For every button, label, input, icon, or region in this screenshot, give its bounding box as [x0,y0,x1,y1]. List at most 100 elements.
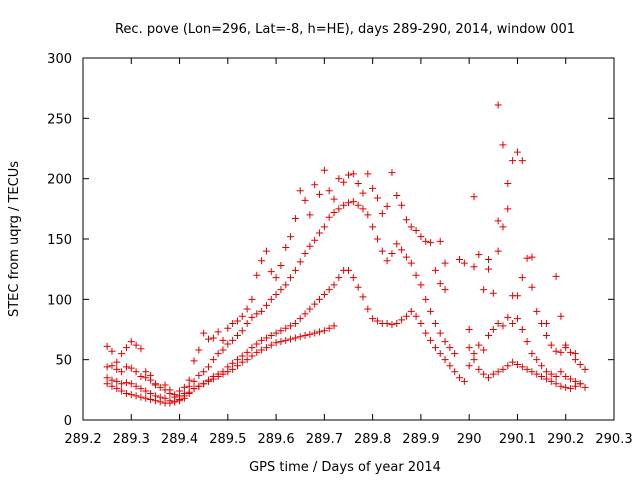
data-point [446,344,454,352]
data-point [151,381,159,389]
data-point [567,385,575,393]
data-point [557,312,565,320]
data-point [567,348,575,356]
data-point [557,368,565,376]
data-point [393,240,401,248]
data-point [335,274,343,282]
data-point [571,377,579,385]
data-point [412,312,420,320]
y-tick-label: 300 [47,52,72,67]
data-point [195,371,203,379]
data-point [248,352,256,360]
data-point [248,344,256,352]
data-point [552,373,560,381]
data-point [301,332,309,340]
data-point [557,348,565,356]
data-point [547,341,555,349]
data-point [513,360,521,368]
data-point [282,243,290,251]
data-point [238,358,246,366]
data-point [349,198,357,206]
data-point [465,344,473,352]
data-point [513,148,521,156]
data-point [422,295,430,303]
data-point [296,333,304,341]
x-tick-label: 289.3 [113,432,150,447]
data-point [132,368,140,376]
data-point [504,362,512,370]
data-point [296,315,304,323]
data-point [567,375,575,383]
data-point [499,141,507,149]
data-point [113,365,121,373]
data-point [441,259,449,267]
data-point [460,259,468,267]
data-point [398,246,406,254]
data-point [412,271,420,279]
data-point [518,326,526,333]
x-tick-label: 289.2 [64,432,101,447]
data-point [229,319,237,327]
data-point [171,398,179,406]
data-point [557,382,565,390]
data-point [258,346,266,354]
data-point [253,271,261,279]
data-point [523,365,531,373]
data-point [118,387,126,395]
data-point [200,368,208,376]
data-point [523,254,531,262]
data-point [238,352,246,360]
data-point [484,332,492,340]
data-point [431,266,439,274]
data-point [267,341,275,349]
data-point [359,189,367,197]
data-point [465,362,473,370]
data-point [359,205,367,213]
data-point [533,356,541,364]
data-point [272,274,280,282]
data-point [325,324,333,332]
data-point [504,205,512,213]
data-point [552,380,560,388]
data-point [325,213,333,221]
data-point [219,346,227,354]
axis-ticks [82,57,615,421]
data-point [528,253,536,261]
data-point [354,283,362,291]
data-point [224,324,232,332]
x-tick-label: 289.4 [161,432,198,447]
data-point [422,329,430,337]
data-point [373,235,381,243]
data-point [509,157,517,165]
data-point [258,307,266,315]
data-point [258,336,266,344]
data-point [118,368,126,376]
data-point [127,364,135,372]
data-point [233,332,241,340]
data-point [470,193,478,201]
chart-title: Rec. pove (Lon=296, Lat=-8, h=HE), days … [115,22,575,37]
data-point [253,310,261,318]
data-point [156,383,164,391]
data-point [484,265,492,273]
y-tick-label: 200 [47,173,72,188]
data-point [528,350,536,358]
x-tick-label: 290.1 [499,432,536,447]
data-point [340,201,348,209]
data-point [523,338,531,346]
data-point [103,342,111,350]
data-point [388,249,396,257]
data-point [142,394,150,402]
data-point [176,395,184,403]
x-tick-label: 289.7 [306,432,343,447]
data-point [340,178,348,186]
data-point [306,305,314,313]
data-point [383,202,391,210]
data-point [185,388,193,396]
data-point [209,334,217,342]
data-point [547,377,555,385]
data-point [417,319,425,327]
data-point [518,274,526,282]
data-point [412,227,420,235]
